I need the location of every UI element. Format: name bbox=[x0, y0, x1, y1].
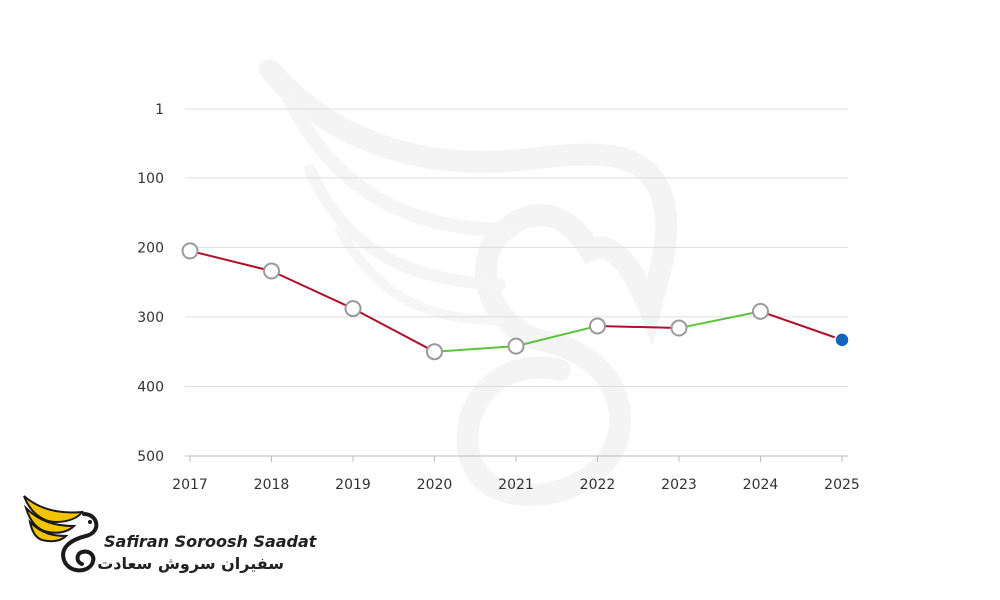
series-segment-2022-2023 bbox=[596, 324, 680, 330]
series-segment-2024-2025 bbox=[759, 310, 843, 341]
data-point-2017 bbox=[181, 242, 199, 260]
grid-lines bbox=[185, 108, 848, 387]
x-tick-label-2024: 2024 bbox=[743, 477, 779, 493]
data-point-2025 bbox=[834, 332, 850, 348]
logo-text-persian: سفیران سروش سعادت bbox=[97, 554, 284, 573]
x-tick-label-2025: 2025 bbox=[824, 477, 860, 493]
data-point-2018 bbox=[263, 262, 280, 280]
tick-labels: 1 100 200 300 400 500 2017 2018 2019 2020 2021 2022… bbox=[137, 102, 860, 493]
data-point-2021 bbox=[507, 337, 525, 355]
y-tick-label-400: 400 bbox=[137, 379, 164, 395]
x-tick-label-2017: 2017 bbox=[172, 477, 208, 493]
data-point-2024 bbox=[752, 302, 769, 320]
y-tick-label-300: 300 bbox=[137, 310, 164, 326]
watermark-emblem bbox=[259, 59, 678, 507]
data-point-2023 bbox=[670, 319, 688, 337]
company-logo: Safiran Soroosh Saadat سفیران سروش سعادت bbox=[20, 492, 316, 584]
data-point-2022 bbox=[589, 317, 606, 335]
series-lines bbox=[189, 249, 843, 353]
x-tick-label-2021: 2021 bbox=[498, 477, 534, 493]
x-tick-label-2023: 2023 bbox=[661, 477, 697, 493]
logo-text-english: Safiran Soroosh Saadat bbox=[104, 532, 317, 551]
axes bbox=[185, 455, 848, 462]
x-tick-label-2018: 2018 bbox=[254, 477, 290, 493]
series-segment-2019-2020 bbox=[352, 307, 436, 353]
y-tick-label-1: 1 bbox=[155, 102, 164, 118]
series-segment-2021-2022 bbox=[515, 324, 599, 348]
y-tick-label-500: 500 bbox=[137, 449, 164, 465]
x-tick-label-2022: 2022 bbox=[580, 477, 616, 493]
series-segment-2018-2019 bbox=[270, 270, 354, 310]
data-point-2019 bbox=[344, 300, 362, 318]
series-segment-2020-2021 bbox=[433, 345, 517, 353]
data-point-2020 bbox=[426, 343, 443, 361]
y-tick-label-100: 100 bbox=[137, 171, 164, 187]
data-markers bbox=[181, 242, 850, 361]
x-tick-label-2020: 2020 bbox=[417, 477, 453, 493]
y-tick-label-200: 200 bbox=[137, 240, 164, 256]
series-segment-2017-2018 bbox=[189, 249, 273, 273]
x-tick-label-2019: 2019 bbox=[335, 477, 371, 493]
logo-bird-icon bbox=[23, 495, 99, 573]
series-segment-2023-2024 bbox=[678, 310, 762, 330]
